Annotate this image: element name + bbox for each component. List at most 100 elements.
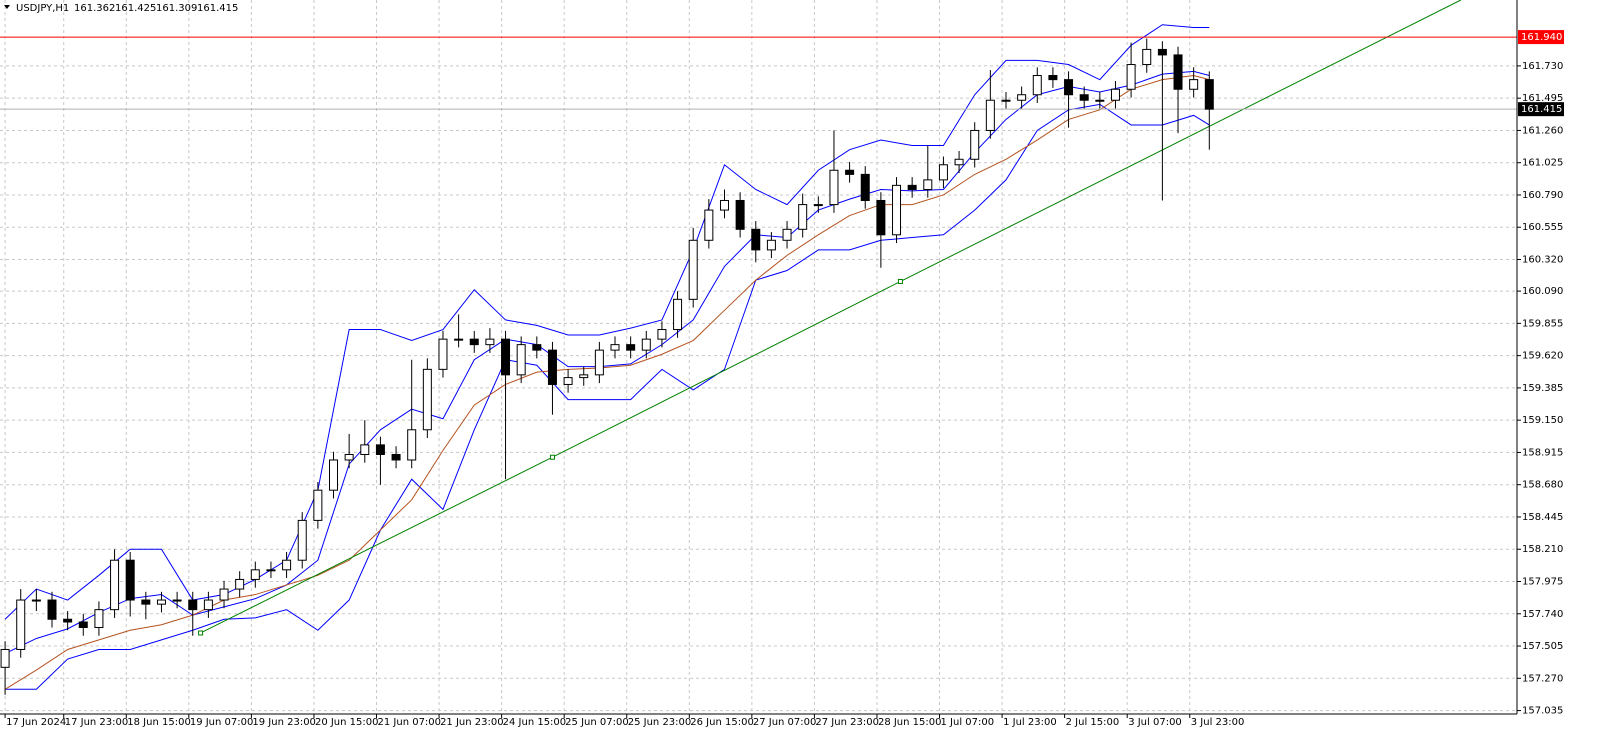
trendline-anchor xyxy=(549,454,555,460)
candle-body xyxy=(1126,64,1136,90)
candle-body xyxy=(1142,48,1152,66)
candle-body xyxy=(1189,79,1199,90)
candle-body xyxy=(751,228,761,251)
candle-body xyxy=(579,374,589,379)
candle-body xyxy=(735,199,745,230)
candle-body xyxy=(1048,75,1058,81)
candle-body xyxy=(1095,99,1105,102)
candle-body xyxy=(1064,79,1074,96)
x-tick-label: 1 Jul 07:00 xyxy=(941,717,995,728)
candle-body xyxy=(250,569,260,580)
y-tick-label: 161.495 xyxy=(1522,93,1563,104)
x-tick-label: 20 Jun 15:00 xyxy=(315,717,379,728)
candle-body xyxy=(0,648,10,668)
y-tick-label: 158.915 xyxy=(1522,447,1563,458)
candle-body xyxy=(16,599,26,650)
candles-layer xyxy=(0,38,1214,695)
candle-body xyxy=(641,338,651,351)
x-tick-label: 25 Jun 23:00 xyxy=(628,717,692,728)
x-tick-label: 3 Jul 07:00 xyxy=(1128,717,1182,728)
x-tick-label: 3 Jul 23:00 xyxy=(1191,717,1245,728)
symbol-label: USDJPY,H1 xyxy=(16,3,69,14)
candle-body xyxy=(907,184,917,190)
candle-body xyxy=(719,199,729,211)
candle-body xyxy=(923,179,933,190)
y-tick-label: 160.320 xyxy=(1522,255,1563,266)
y-tick-label: 160.555 xyxy=(1522,222,1563,233)
candle-body xyxy=(407,429,417,461)
y-tick-label: 157.505 xyxy=(1522,641,1563,652)
candle-body xyxy=(798,204,808,230)
y-tick-label: 161.730 xyxy=(1522,61,1563,72)
last-price-label: 161.415 xyxy=(1521,104,1562,115)
y-tick-label: 160.090 xyxy=(1522,286,1563,297)
candle-body xyxy=(329,459,339,491)
candle-body xyxy=(547,349,557,385)
candle-body xyxy=(1157,48,1167,56)
candle-body xyxy=(860,173,870,201)
candle-body xyxy=(266,569,276,572)
candle-body xyxy=(610,344,620,351)
candle-body xyxy=(829,169,839,206)
candle-body xyxy=(156,599,166,605)
trendline-ray xyxy=(900,0,1462,282)
candle-body xyxy=(282,559,292,571)
y-tick-label: 157.740 xyxy=(1522,609,1563,620)
candle-body xyxy=(673,298,683,331)
y-tick-label: 157.975 xyxy=(1522,576,1563,587)
price-level-label: 161.940 xyxy=(1521,32,1562,43)
trendline-anchor xyxy=(198,630,204,636)
candle-body xyxy=(469,338,479,346)
header-value: 161.425 xyxy=(115,3,156,14)
candle-body xyxy=(1017,94,1027,101)
x-tick-label: 18 Jun 15:00 xyxy=(127,717,191,728)
candle-body xyxy=(876,199,886,236)
candle-body xyxy=(938,164,948,181)
last-price-tag xyxy=(1518,102,1564,117)
candle-body xyxy=(391,453,401,461)
candle-body xyxy=(297,519,307,561)
candle-body xyxy=(626,344,636,351)
y-tick-label: 157.035 xyxy=(1522,706,1563,717)
y-tick-label: 161.025 xyxy=(1522,158,1563,169)
price-level-tag xyxy=(1518,30,1564,45)
candle-body xyxy=(422,368,432,431)
candle-body xyxy=(704,209,714,241)
y-tick-label: 159.620 xyxy=(1522,351,1563,362)
y-tick-label: 159.855 xyxy=(1522,318,1563,329)
candle-body xyxy=(188,599,198,611)
candle-body xyxy=(47,599,57,620)
x-tick-label: 19 Jun 23:00 xyxy=(252,717,316,728)
candle-body xyxy=(110,559,120,611)
candle-body xyxy=(141,599,151,605)
candle-body xyxy=(78,621,88,628)
x-tick-label: 27 Jun 23:00 xyxy=(815,717,879,728)
candle-body xyxy=(954,158,964,166)
grid-layer xyxy=(0,0,1517,714)
candle-body xyxy=(31,599,41,602)
candle-body xyxy=(94,609,104,628)
candle-body xyxy=(532,344,542,351)
y-tick-label: 158.210 xyxy=(1522,544,1563,555)
x-tick-label: 21 Jun 23:00 xyxy=(440,717,504,728)
candle-body xyxy=(892,184,902,236)
candle-body xyxy=(485,338,495,346)
candle-body xyxy=(985,99,995,131)
y-tick-label: 159.385 xyxy=(1522,383,1563,394)
x-tick-label: 17 Jun 23:00 xyxy=(65,717,129,728)
y-tick-label: 160.790 xyxy=(1522,190,1563,201)
x-tick-label: 24 Jun 15:00 xyxy=(503,717,567,728)
candle-body xyxy=(563,377,573,385)
candle-body xyxy=(970,129,980,160)
header-value: 161.415 xyxy=(197,3,238,14)
candle-body xyxy=(235,578,245,590)
candle-body xyxy=(1110,88,1120,101)
candle-body xyxy=(360,444,370,455)
candle-body xyxy=(454,338,464,341)
candle-body xyxy=(1173,54,1183,90)
candle-body xyxy=(594,349,604,376)
y-tick-label: 158.680 xyxy=(1522,480,1563,491)
candle-body xyxy=(845,169,855,175)
x-tick-label: 25 Jun 07:00 xyxy=(565,717,629,728)
x-tick-label: 2 Jul 15:00 xyxy=(1066,717,1120,728)
